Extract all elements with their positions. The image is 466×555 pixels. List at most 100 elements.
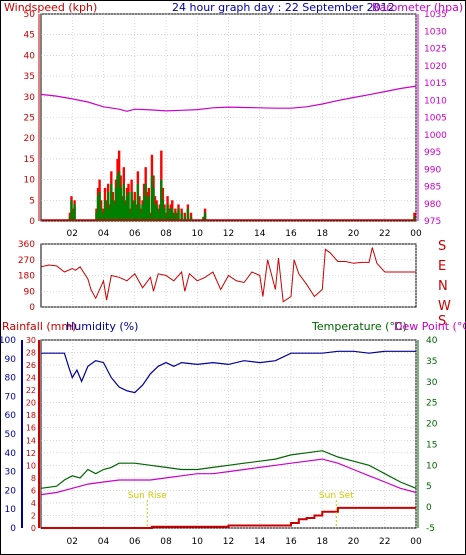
direction-tick-label: 90 <box>24 287 36 297</box>
x-tick-label: 02 <box>67 229 78 239</box>
wind-average-bar <box>146 200 149 221</box>
wind-tick-label: 20 <box>24 134 36 144</box>
rain-tick-label: 28 <box>26 349 36 358</box>
x-tick-label: 20 <box>348 537 360 547</box>
wind-average-bar <box>139 212 143 221</box>
rain-tick-label: 18 <box>26 411 36 420</box>
dewpoint-axis-title: Dew Point (°C) <box>394 320 466 333</box>
baro-tick-label: 1035 <box>424 10 447 20</box>
humidity-tick-label: 50 <box>5 430 17 440</box>
x-tick-label: 00 <box>410 229 422 239</box>
rain-tick-label: 14 <box>26 436 36 445</box>
compass-label: W <box>438 299 451 314</box>
baro-tick-label: 1020 <box>424 62 447 72</box>
temperature-tick-label: -5 <box>426 524 435 534</box>
wind-average-bar <box>106 192 110 221</box>
rain-tick-label: 8 <box>31 474 36 483</box>
wind-average-bar <box>110 183 113 221</box>
humidity-tick-label: 20 <box>5 486 17 496</box>
wind-average-bar <box>174 212 177 221</box>
wind-tick-label: 15 <box>24 155 35 165</box>
wind-direction-line <box>40 247 416 303</box>
wind-average-bar <box>180 212 183 221</box>
wind-average-bar <box>131 204 135 221</box>
wind-average-bar <box>125 196 129 221</box>
baro-tick-label: 1015 <box>424 79 447 89</box>
wind-average-bar <box>413 216 416 221</box>
wind-average-bar <box>124 204 127 221</box>
windspeed-axis-title: Windspeed (kph) <box>4 1 97 14</box>
baro-tick-label: 1025 <box>424 45 447 55</box>
humidity-axis-title: Humidity (%) <box>66 320 138 333</box>
temperature-tick-label: 5 <box>426 482 432 492</box>
humidity-tick-label: 80 <box>5 374 17 384</box>
wind-average-bar <box>111 200 115 221</box>
wind-baro-panel: 0510152025303540455097598098599099510001… <box>24 10 448 239</box>
wind-average-bar <box>153 204 157 221</box>
wind-tick-label: 45 <box>24 31 35 41</box>
wind-average-bar <box>166 204 169 221</box>
rain-tick-label: 0 <box>31 524 36 533</box>
wind-average-bar <box>127 192 130 221</box>
wind-average-bar <box>135 208 138 221</box>
sun-marker-label: Sun Rise <box>128 491 167 501</box>
wind-average-bar <box>152 187 155 221</box>
wind-average-bar <box>108 208 111 221</box>
wind-average-bar <box>71 212 75 221</box>
humidity-tick-label: 100 <box>0 336 16 346</box>
baro-tick-label: 980 <box>424 200 441 210</box>
wind-average-bar <box>122 183 126 221</box>
wind-average-bar <box>163 208 166 221</box>
rain-tick-label: 10 <box>26 461 36 470</box>
wind-average-bar <box>177 208 180 221</box>
wind-average-bar <box>156 212 160 221</box>
x-tick-label: 22 <box>379 537 390 547</box>
baro-tick-label: 1030 <box>424 27 447 37</box>
x-tick-label: 04 <box>98 537 110 547</box>
baro-tick-label: 1005 <box>424 114 447 124</box>
wind-average-bar <box>119 187 122 221</box>
barometer-axis-title: Barometer (hpa) <box>372 1 463 14</box>
wind-average-bar <box>149 216 152 221</box>
baro-tick-label: 975 <box>424 217 441 227</box>
humidity-tick-label: 60 <box>5 411 17 421</box>
wind-average-bar <box>141 204 144 221</box>
rainfall-axis-title: Rainfall (mm) <box>2 320 76 333</box>
x-tick-label: 12 <box>223 537 234 547</box>
x-tick-label: 22 <box>379 229 390 239</box>
temperature-line <box>40 450 417 489</box>
wind-average-bar <box>128 212 132 221</box>
x-tick-label: 16 <box>285 537 297 547</box>
wind-average-bar <box>169 208 172 221</box>
humidity-tick-label: 40 <box>5 449 17 459</box>
wind-average-bar <box>160 179 163 221</box>
temp-humidity-rain-panel: 0102030405060708090100024681012141618202… <box>0 336 438 547</box>
temperature-tick-label: 35 <box>426 357 437 367</box>
temperature-tick-label: 15 <box>426 440 437 450</box>
wind-average-bar <box>105 208 108 221</box>
wind-average-bar <box>68 216 72 221</box>
baro-tick-label: 1000 <box>424 131 447 141</box>
baro-tick-label: 995 <box>424 148 441 158</box>
humidity-tick-label: 70 <box>5 392 17 402</box>
wind-average-bar <box>186 208 190 221</box>
x-tick-label: 08 <box>160 537 172 547</box>
temperature-tick-label: 30 <box>426 378 438 388</box>
x-tick-label: 14 <box>254 537 266 547</box>
humidity-tick-label: 0 <box>10 524 16 534</box>
rain-tick-label: 22 <box>26 386 36 395</box>
wind-average-bar <box>102 212 105 221</box>
compass-label: N <box>438 279 448 294</box>
graph-title: 24 hour graph day : 22 September 2012 <box>172 1 395 14</box>
x-tick-label: 12 <box>223 229 234 239</box>
direction-tick-label: 270 <box>18 256 35 266</box>
wind-average-bar <box>172 216 176 221</box>
wind-average-bar <box>189 216 193 221</box>
wind-average-bar <box>164 216 168 221</box>
x-tick-label: 18 <box>317 537 329 547</box>
wind-average-bar <box>138 204 141 221</box>
temperature-tick-label: 0 <box>426 503 432 513</box>
